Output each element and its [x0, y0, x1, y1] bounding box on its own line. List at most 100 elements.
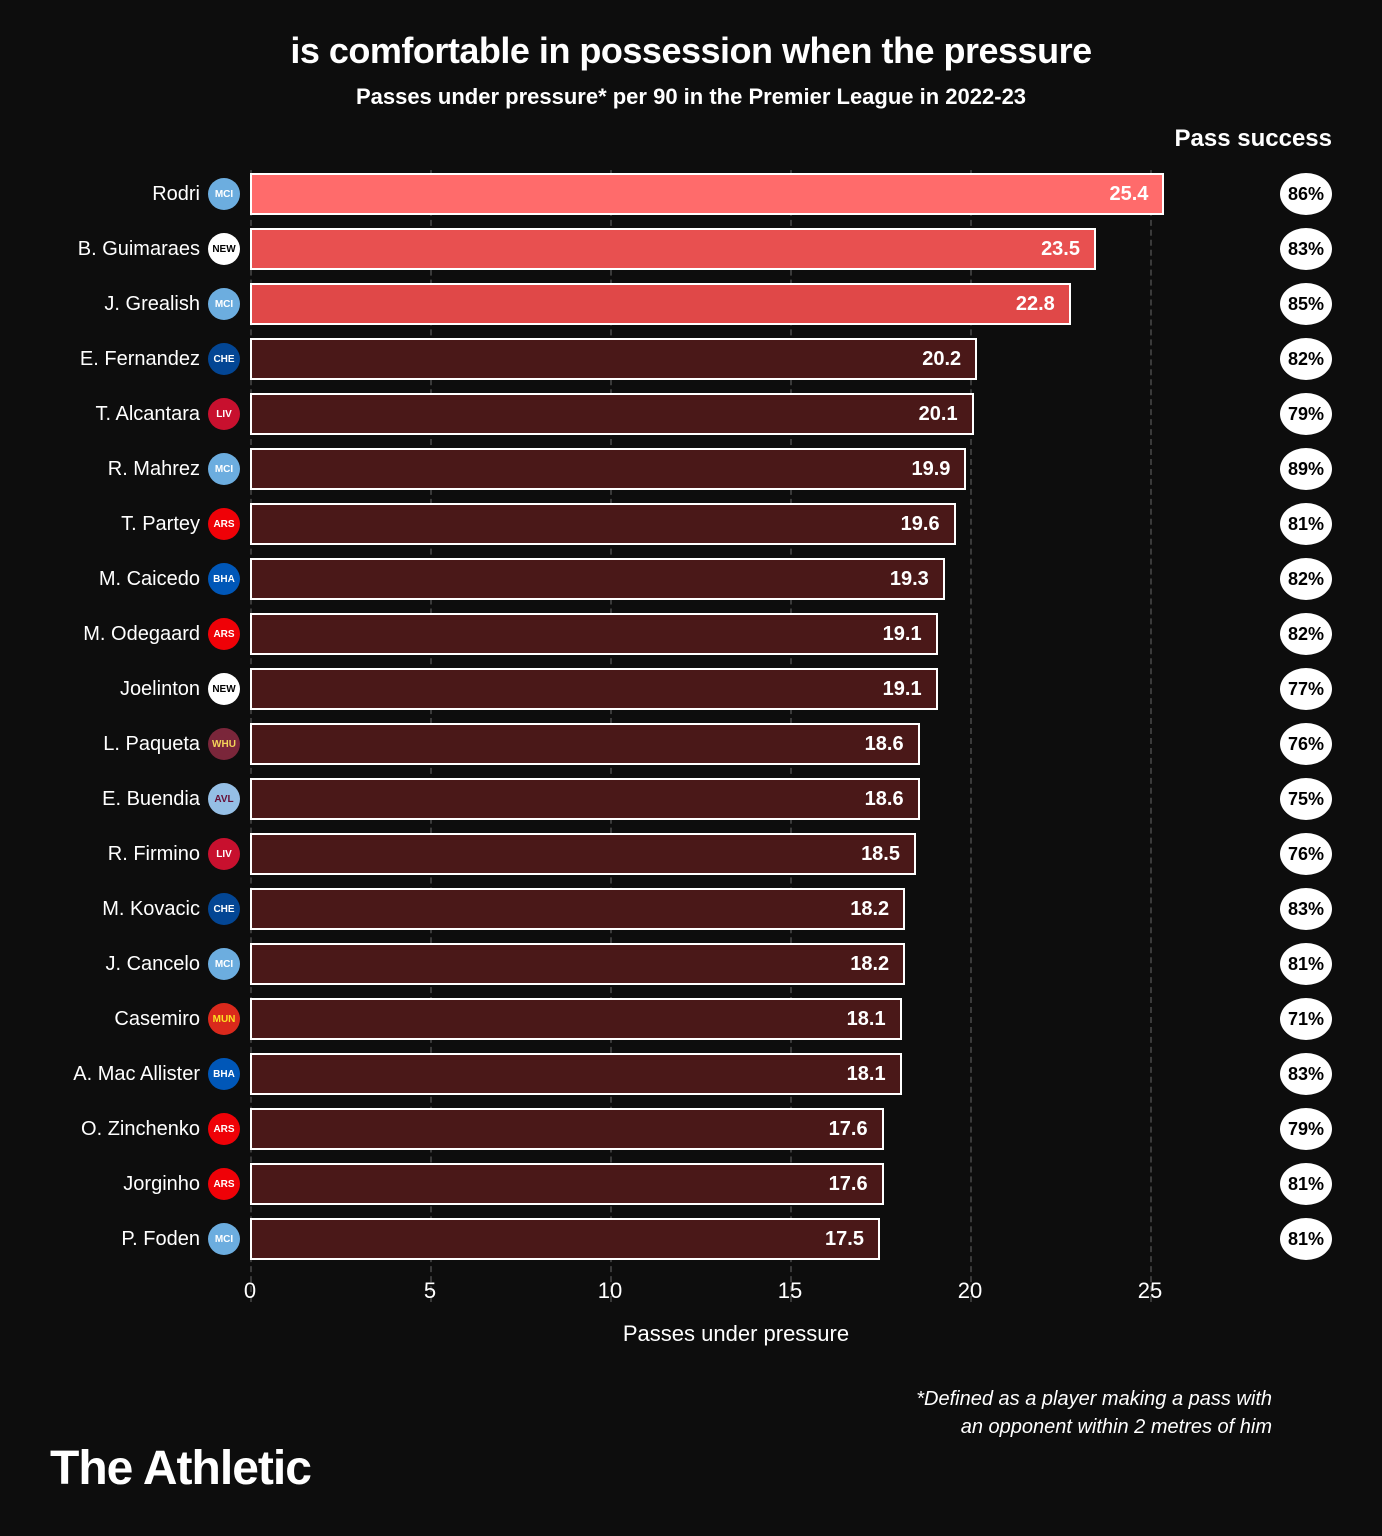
- chart-row: P. FodenMCI17.581%: [250, 1215, 1222, 1263]
- bar: 19.1: [250, 613, 938, 655]
- chart-row: M. KovacicCHE18.283%: [250, 885, 1222, 933]
- bar: 20.2: [250, 338, 977, 380]
- player-name: J. Grealish: [50, 293, 200, 316]
- bar-value-label: 19.1: [883, 623, 922, 646]
- club-crest-icon: BHA: [208, 1058, 240, 1090]
- pass-success-badge: 71%: [1280, 998, 1332, 1040]
- x-tick-label: 10: [598, 1278, 622, 1304]
- club-crest-icon: LIV: [208, 398, 240, 430]
- bar-value-label: 18.1: [847, 1008, 886, 1031]
- bar: 17.6: [250, 1163, 884, 1205]
- pass-success-badge: 76%: [1280, 723, 1332, 765]
- chart-row: E. BuendiaAVL18.675%: [250, 775, 1222, 823]
- chart-row: M. CaicedoBHA19.382%: [250, 555, 1222, 603]
- chart-row: JoelintonNEW19.177%: [250, 665, 1222, 713]
- player-name: Casemiro: [50, 1008, 200, 1031]
- bar-value-label: 19.9: [911, 458, 950, 481]
- club-crest-icon: ARS: [208, 1168, 240, 1200]
- club-crest-icon: MCI: [208, 178, 240, 210]
- bar: 17.6: [250, 1108, 884, 1150]
- player-name: R. Firmino: [50, 843, 200, 866]
- club-crest-icon: CHE: [208, 893, 240, 925]
- pass-success-badge: 89%: [1280, 448, 1332, 490]
- player-name: J. Cancelo: [50, 953, 200, 976]
- footnote: *Defined as a player making a pass with …: [50, 1385, 1272, 1441]
- pass-success-badge: 85%: [1280, 283, 1332, 325]
- chart-row: T. ParteyARS19.681%: [250, 500, 1222, 548]
- pass-success-badge: 83%: [1280, 888, 1332, 930]
- pass-success-badge: 83%: [1280, 1053, 1332, 1095]
- chart-area: RodriMCI25.486%B. GuimaraesNEW23.583%J. …: [250, 140, 1222, 1357]
- chart-title: is comfortable in possession when the pr…: [50, 30, 1332, 72]
- pass-success-badge: 81%: [1280, 943, 1332, 985]
- bar-value-label: 19.1: [883, 678, 922, 701]
- player-name: E. Buendia: [50, 788, 200, 811]
- pass-success-badge: 82%: [1280, 558, 1332, 600]
- pass-success-badge: 76%: [1280, 833, 1332, 875]
- bar: 18.1: [250, 998, 902, 1040]
- footnote-line2: an opponent within 2 metres of him: [961, 1416, 1272, 1438]
- x-tick-label: 20: [958, 1278, 982, 1304]
- bar-value-label: 18.2: [850, 898, 889, 921]
- player-name: Joelinton: [50, 678, 200, 701]
- player-name: M. Kovacic: [50, 898, 200, 921]
- pass-success-badge: 77%: [1280, 668, 1332, 710]
- club-crest-icon: AVL: [208, 783, 240, 815]
- bar: 18.5: [250, 833, 916, 875]
- pass-success-badge: 81%: [1280, 1218, 1332, 1260]
- x-axis: 0510152025: [250, 1273, 1222, 1313]
- bar: 18.6: [250, 723, 920, 765]
- club-crest-icon: MCI: [208, 288, 240, 320]
- pass-success-badge: 86%: [1280, 173, 1332, 215]
- club-crest-icon: BHA: [208, 563, 240, 595]
- bar-value-label: 19.3: [890, 568, 929, 591]
- pass-success-badge: 83%: [1280, 228, 1332, 270]
- footnote-line1: *Defined as a player making a pass with: [916, 1388, 1272, 1410]
- bar: 19.9: [250, 448, 966, 490]
- bar-value-label: 18.2: [850, 953, 889, 976]
- x-tick-label: 15: [778, 1278, 802, 1304]
- bar-value-label: 23.5: [1041, 238, 1080, 261]
- bar: 23.5: [250, 228, 1096, 270]
- club-crest-icon: WHU: [208, 728, 240, 760]
- bar-value-label: 18.6: [865, 788, 904, 811]
- chart-row: J. CanceloMCI18.281%: [250, 940, 1222, 988]
- club-crest-icon: MCI: [208, 453, 240, 485]
- chart-row: B. GuimaraesNEW23.583%: [250, 225, 1222, 273]
- bar-value-label: 20.1: [919, 403, 958, 426]
- player-name: M. Odegaard: [50, 623, 200, 646]
- bar: 19.1: [250, 668, 938, 710]
- player-name: Rodri: [50, 183, 200, 206]
- chart-row: R. FirminoLIV18.576%: [250, 830, 1222, 878]
- bar-value-label: 25.4: [1109, 183, 1148, 206]
- player-name: M. Caicedo: [50, 568, 200, 591]
- player-name: E. Fernandez: [50, 348, 200, 371]
- bar-value-label: 18.5: [861, 843, 900, 866]
- player-name: R. Mahrez: [50, 458, 200, 481]
- chart-row: M. OdegaardARS19.182%: [250, 610, 1222, 658]
- player-name: T. Partey: [50, 513, 200, 536]
- chart-row: A. Mac AllisterBHA18.183%: [250, 1050, 1222, 1098]
- bar: 25.4: [250, 173, 1164, 215]
- bar-value-label: 18.6: [865, 733, 904, 756]
- pass-success-badge: 79%: [1280, 1108, 1332, 1150]
- bar: 19.6: [250, 503, 956, 545]
- club-crest-icon: ARS: [208, 618, 240, 650]
- club-crest-icon: LIV: [208, 838, 240, 870]
- chart-row: R. MahrezMCI19.989%: [250, 445, 1222, 493]
- x-axis-title: Passes under pressure: [250, 1321, 1222, 1347]
- chart-row: O. ZinchenkoARS17.679%: [250, 1105, 1222, 1153]
- pass-success-badge: 81%: [1280, 503, 1332, 545]
- chart-row: J. GrealishMCI22.885%: [250, 280, 1222, 328]
- chart-row: JorginhoARS17.681%: [250, 1160, 1222, 1208]
- club-crest-icon: NEW: [208, 673, 240, 705]
- player-name: Jorginho: [50, 1173, 200, 1196]
- bar-value-label: 22.8: [1016, 293, 1055, 316]
- player-name: O. Zinchenko: [50, 1118, 200, 1141]
- bar: 17.5: [250, 1218, 880, 1260]
- player-name: L. Paqueta: [50, 733, 200, 756]
- bar-value-label: 17.5: [825, 1228, 864, 1251]
- bar: 18.1: [250, 1053, 902, 1095]
- pass-success-badge: 75%: [1280, 778, 1332, 820]
- pass-success-badge: 79%: [1280, 393, 1332, 435]
